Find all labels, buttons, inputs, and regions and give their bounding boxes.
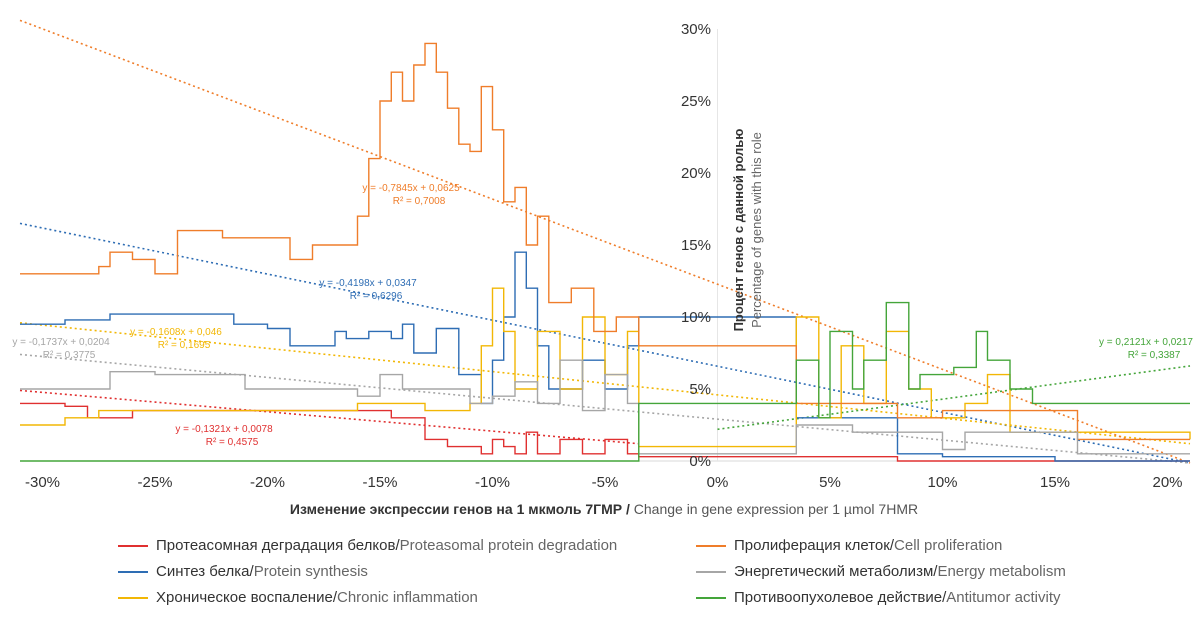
- x-tick-label: 0%: [707, 474, 729, 491]
- y-axis-label-ru: Процент генов с данной ролью: [731, 129, 746, 332]
- legend-separator: /: [889, 537, 895, 554]
- legend-item: Противоопухолевое действие / Antitumor a…: [696, 589, 1061, 606]
- y-tick-label: 30%: [681, 21, 711, 38]
- trend-equation-labels: y = -0,1321x + 0,0078 R² = 0,4575 y = -0,4…: [12, 183, 1193, 448]
- legend-label-ru: Синтез белка: [156, 563, 250, 580]
- x-axis-label-sep: /: [622, 501, 634, 517]
- legend-item: Энергетический метаболизм / Energy metab…: [696, 563, 1066, 580]
- legend-label-en: Chronic inflammation: [336, 589, 478, 606]
- legend-label-en: Protein synthesis: [253, 563, 368, 580]
- y-tick-label: 0%: [689, 453, 711, 470]
- x-tick-label: -20%: [250, 474, 285, 491]
- trendline-4: [19, 353, 1191, 464]
- trend-equation: y = -0,1321x + 0,0078: [175, 424, 273, 435]
- x-tick-label: -25%: [137, 474, 172, 491]
- series-line-2: [20, 287, 1191, 448]
- series-lines: [20, 42, 1191, 462]
- legend-separator: /: [942, 589, 947, 606]
- trendline-0: [19, 389, 639, 445]
- y-axis-label: Процент генов с данной ролью Percentage o…: [731, 129, 764, 332]
- legend-swatch: [696, 596, 726, 599]
- legend-label-ru: Противоопухолевое действие: [734, 589, 943, 606]
- trend-equation: y = -0,1737x + 0,0204: [12, 337, 110, 348]
- trendline-5: [717, 365, 1191, 431]
- trend-equation: y = 0,2121x + 0,0217: [1099, 337, 1193, 348]
- trend-equation: y = -0,4198x + 0,0347: [319, 278, 417, 289]
- legend-label-en: Energy metabolism: [937, 563, 1066, 580]
- x-tick-label: -5%: [592, 474, 619, 491]
- legend-label-ru: Пролиферация клеток: [734, 537, 890, 554]
- legend: Протеасомная деградация белков / Proteas…: [118, 537, 1118, 617]
- x-tick-label: -30%: [25, 474, 60, 491]
- legend-label-en: Cell proliferation: [894, 537, 1003, 554]
- x-tick-label: 5%: [819, 474, 841, 491]
- chart-area: -30% -25% -20% -15% -10% -5% 0% 5% 10% 15% 20% 0% 5…: [12, 19, 1193, 517]
- series-line-3: [20, 42, 1190, 441]
- trend-r2: R² = 0,1695: [158, 340, 211, 351]
- legend-swatch: [118, 570, 148, 573]
- y-tick-label: 5%: [689, 381, 711, 398]
- x-tick-label: 15%: [1040, 474, 1070, 491]
- legend-swatch: [696, 544, 726, 547]
- legend-separator: /: [332, 589, 337, 606]
- trend-r2: R² = 0,7008: [393, 196, 446, 207]
- y-tick-label: 20%: [681, 165, 711, 182]
- legend-label-ru: Энергетический метаболизм: [734, 563, 934, 580]
- series-line-5: [20, 301, 1190, 462]
- x-tick-label: 10%: [927, 474, 957, 491]
- x-tick-label: 20%: [1152, 474, 1182, 491]
- trendline-2: [19, 321, 1191, 445]
- trend-r2: R² = 0,3387: [1128, 350, 1181, 361]
- legend-separator: /: [933, 563, 938, 580]
- legend-label-en: Antitumor activity: [946, 589, 1061, 606]
- legend-item: Протеасомная деградация белков / Proteas…: [118, 537, 617, 554]
- legend-separator: /: [395, 537, 400, 554]
- y-tick-labels: 0% 5% 10% 15% 20% 25% 30%: [681, 21, 711, 470]
- legend-label-ru: Протеасомная деградация белков: [156, 537, 396, 554]
- legend-swatch: [118, 544, 148, 547]
- x-axis-label: Изменение экспрессии генов на 1 мкмоль 7…: [290, 501, 918, 517]
- trendlines: [19, 19, 1191, 464]
- legend-item: Пролиферация клеток / Cell proliferation: [696, 537, 1002, 554]
- x-axis-label-ru: Изменение экспрессии генов на 1 мкмоль 7…: [290, 501, 622, 517]
- legend-label-ru: Хроническое воспаление: [156, 589, 333, 606]
- trend-r2: R² = 0,6296: [350, 291, 403, 302]
- trend-r2: R² = 0,3775: [43, 350, 96, 361]
- trendline-3: [19, 19, 1191, 464]
- y-tick-label: 15%: [681, 237, 711, 254]
- trend-equation: y = -0,1608x + 0,046: [130, 327, 222, 338]
- x-tick-labels: -30% -25% -20% -15% -10% -5% 0% 5% 10% 15% 20%: [25, 474, 1183, 491]
- series-line-4: [20, 359, 1190, 455]
- legend-label-en: Proteasomal protein degradation: [399, 537, 618, 554]
- y-tick-label: 25%: [681, 93, 711, 110]
- legend-swatch: [696, 570, 726, 573]
- x-tick-label: -15%: [362, 474, 397, 491]
- trend-equation: y = -0,7845x + 0,0625: [362, 183, 460, 194]
- legend-item: Синтез белка / Protein synthesis: [118, 563, 368, 580]
- legend-swatch: [118, 596, 148, 599]
- trend-r2: R² = 0,4575: [206, 437, 259, 448]
- x-tick-label: -10%: [475, 474, 510, 491]
- x-axis-label-en: Change in gene expression per 1 µmol 7HM…: [634, 501, 918, 517]
- legend-separator: /: [249, 563, 254, 580]
- legend-item: Хроническое воспаление / Chronic inflamm…: [118, 589, 478, 606]
- y-axis-label-en: Percentage of genes with this role: [749, 132, 764, 328]
- y-tick-label: 10%: [681, 309, 711, 326]
